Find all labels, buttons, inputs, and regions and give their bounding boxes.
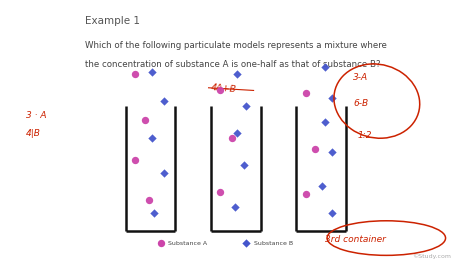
Point [148, 70, 155, 74]
Point [321, 64, 328, 69]
Text: 3-A: 3-A [353, 73, 368, 82]
Point [141, 118, 148, 122]
Point [228, 136, 236, 140]
Point [321, 120, 328, 124]
Text: 6-B: 6-B [353, 99, 368, 109]
Point [233, 131, 241, 135]
Point [240, 163, 248, 167]
Text: 4A+B: 4A+B [211, 83, 237, 94]
Text: the concentration of substance A is one-half as that of substance B?: the concentration of substance A is one-… [85, 60, 381, 69]
Text: 3rd container: 3rd container [325, 235, 385, 244]
Point [311, 147, 319, 151]
Point [150, 211, 158, 215]
Point [302, 91, 310, 95]
Point [217, 189, 224, 194]
Point [217, 88, 224, 93]
Point [243, 104, 250, 109]
Text: 3 · A: 3 · A [26, 111, 46, 120]
Text: Substance A: Substance A [168, 241, 208, 246]
Text: ©Study.com: ©Study.com [412, 254, 451, 259]
Text: Example 1: Example 1 [85, 16, 140, 26]
Point [160, 171, 167, 175]
Point [131, 157, 139, 162]
Point [157, 241, 165, 246]
Point [302, 192, 310, 196]
Text: 4|B: 4|B [26, 129, 41, 138]
Point [233, 72, 241, 77]
Point [146, 197, 153, 202]
Point [328, 149, 336, 154]
Point [328, 211, 336, 215]
Point [231, 205, 238, 210]
Point [328, 96, 336, 101]
Text: 1:2: 1:2 [358, 131, 373, 140]
Text: Substance B: Substance B [254, 241, 293, 246]
Point [131, 72, 139, 77]
Point [148, 136, 155, 140]
Point [319, 184, 326, 188]
Point [160, 99, 167, 103]
Point [243, 241, 250, 246]
Text: Which of the following particulate models represents a mixture where: Which of the following particulate model… [85, 41, 387, 50]
